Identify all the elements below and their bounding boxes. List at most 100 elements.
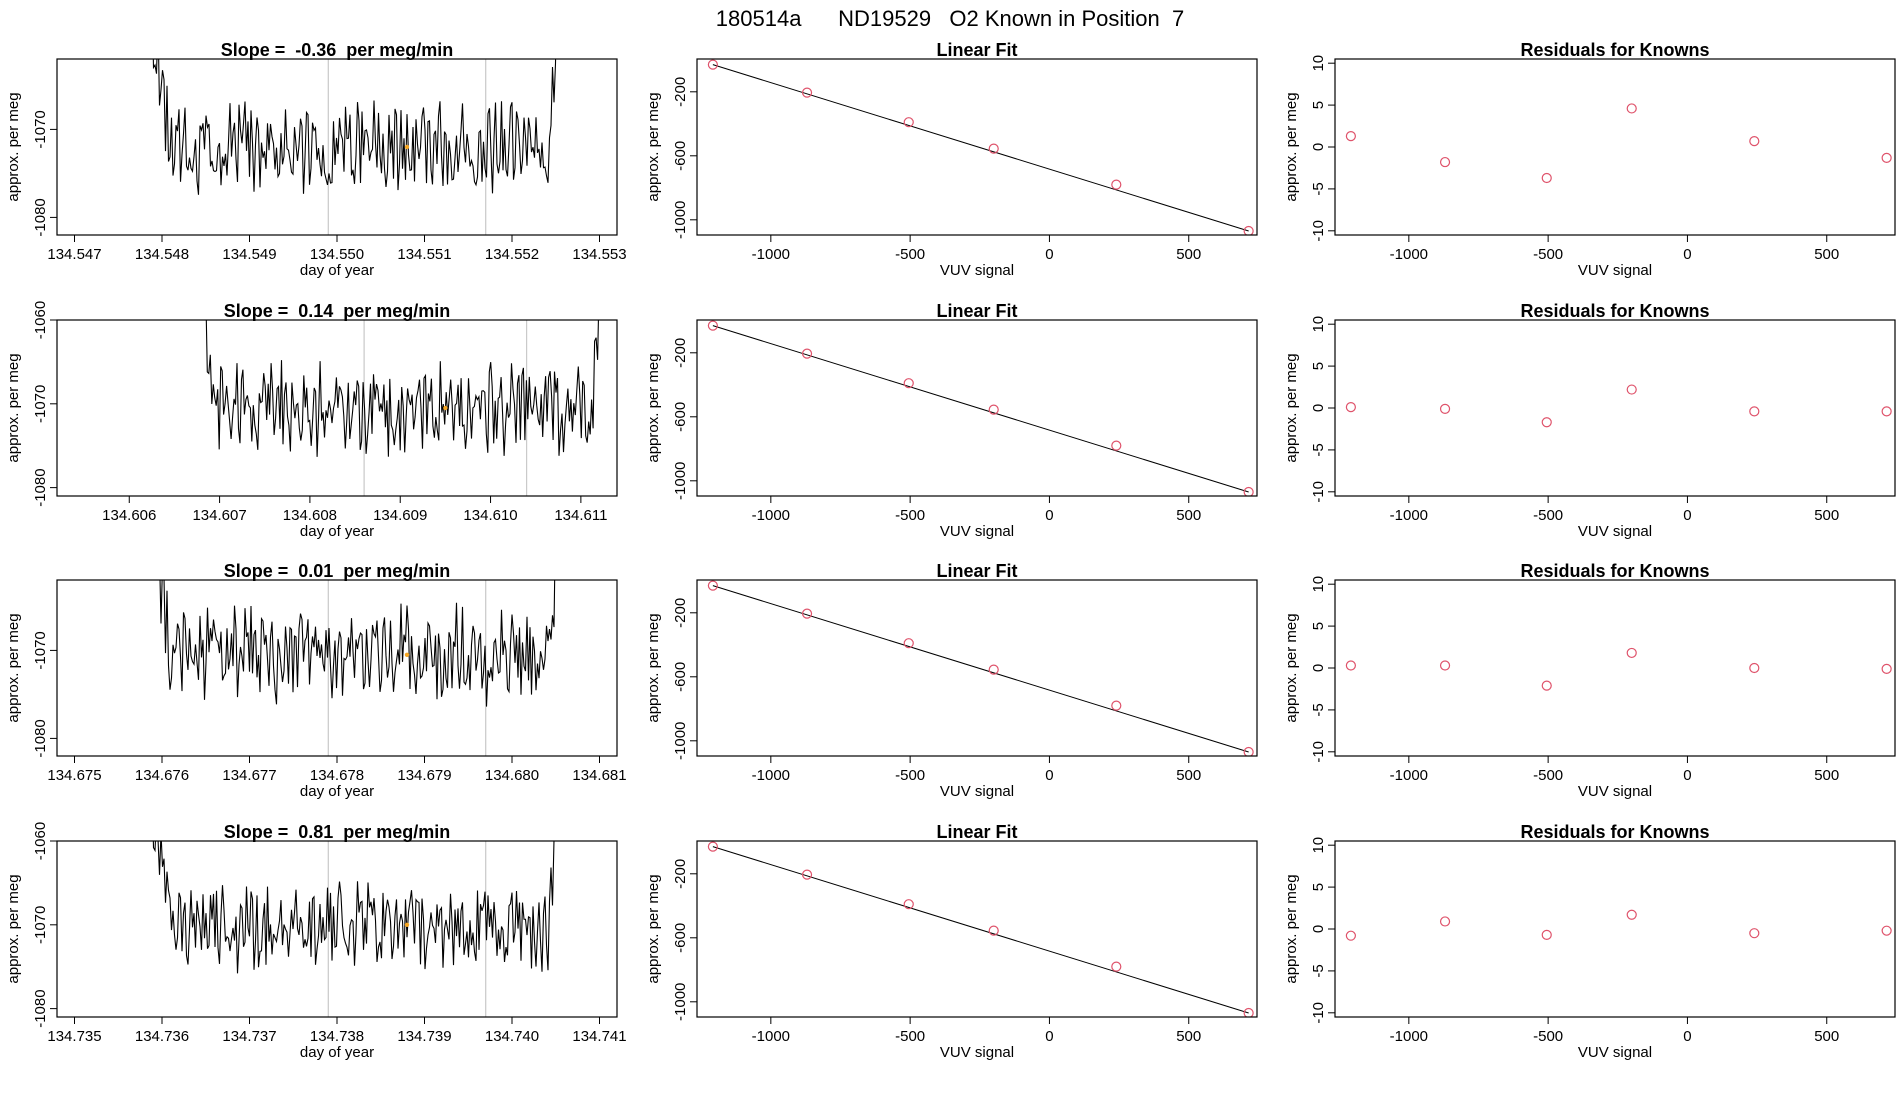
plot-content <box>707 841 1254 1017</box>
page-title: 180514a ND19529 O2 Known in Position 7 <box>716 6 1184 31</box>
data-point <box>1881 925 1892 936</box>
plot-content <box>707 580 1254 756</box>
plot-content <box>152 59 557 235</box>
highlight-point <box>443 405 448 411</box>
x-tick-label: 500 <box>1176 246 1201 263</box>
y-tick-label: 0 <box>1310 143 1327 151</box>
data-point <box>1541 417 1552 428</box>
plot-content <box>152 841 555 1017</box>
y-tick-label: -1070 <box>32 110 49 148</box>
data-point <box>903 638 914 649</box>
x-tick-label: 134.738 <box>310 1028 364 1045</box>
x-tick-label: 134.737 <box>222 1028 276 1045</box>
panel-title: Linear Fit <box>936 822 1017 842</box>
y-axis-label: approx. per meg <box>5 353 22 462</box>
x-tick-label: 0 <box>1683 767 1691 784</box>
y-tick-label: -5 <box>1310 703 1327 716</box>
data-point <box>1626 647 1637 659</box>
x-tick-label: 0 <box>1045 246 1053 263</box>
y-axis-label: approx. per meg <box>645 613 662 722</box>
data-point <box>1111 179 1122 190</box>
x-tick-label: 134.607 <box>192 507 246 524</box>
data-point <box>988 925 999 936</box>
plot-frame <box>56 579 618 757</box>
panel-title: Slope = 0.14 per meg/min <box>224 301 451 321</box>
x-tick-label: 134.608 <box>283 507 337 524</box>
x-tick-label: 0 <box>1683 1028 1691 1045</box>
plot-frame <box>1334 58 1896 236</box>
x-tick-label: -500 <box>1533 246 1563 263</box>
y-axis-label: approx. per meg <box>1283 874 1300 983</box>
y-tick-label: -1070 <box>32 906 49 944</box>
y-tick-label: 0 <box>1310 404 1327 412</box>
y-tick-label: -10 <box>1310 220 1327 242</box>
x-tick-label: 134.548 <box>135 246 189 263</box>
x-axis-label: VUV signal <box>940 523 1014 540</box>
y-axis-label: approx. per meg <box>645 353 662 462</box>
x-tick-label: 134.739 <box>397 1028 451 1045</box>
plot-content <box>1345 103 1892 184</box>
y-tick-label: -1080 <box>32 198 49 236</box>
y-axis-label: approx. per meg <box>645 92 662 201</box>
fit-line <box>712 585 1249 753</box>
x-tick-label: -500 <box>895 1028 925 1045</box>
x-tick-label: 500 <box>1814 507 1839 524</box>
plot-frame <box>696 58 1258 236</box>
x-tick-label: 134.677 <box>222 767 276 784</box>
data-point <box>707 59 718 70</box>
data-point <box>1541 680 1552 691</box>
panel-title: Linear Fit <box>936 40 1017 60</box>
data-point <box>1345 402 1356 413</box>
x-tick-label: 134.676 <box>135 767 189 784</box>
data-point <box>801 608 813 619</box>
x-axis-label: VUV signal <box>1578 783 1652 800</box>
x-tick-label: 134.609 <box>373 507 427 524</box>
panel-residuals-1: Residuals for Knowns -1000 -500 0 500 10 5 0 -5 -… <box>1283 40 1896 279</box>
panel-title: Residuals for Knowns <box>1520 561 1709 581</box>
panel-residuals-2: Residuals for Knowns -1000 -500 0 500 10 5 0 -5 -… <box>1283 301 1896 540</box>
x-axis-label: VUV signal <box>940 262 1014 279</box>
data-point <box>1111 961 1122 972</box>
y-tick-label: 5 <box>1310 622 1327 630</box>
x-tick-label: 0 <box>1683 507 1691 524</box>
x-tick-label: -500 <box>1533 507 1563 524</box>
highlight-point <box>404 652 410 657</box>
data-point <box>903 899 914 910</box>
x-tick-label: 134.681 <box>572 767 626 784</box>
y-tick-label: -200 <box>672 77 689 107</box>
x-tick-label: -500 <box>895 767 925 784</box>
y-tick-label: -1080 <box>32 989 49 1027</box>
data-point <box>988 404 999 415</box>
plot-content <box>707 59 1254 235</box>
x-tick-label: -1000 <box>752 507 790 524</box>
data-point <box>1749 136 1760 147</box>
x-tick-label: 134.552 <box>485 246 539 263</box>
x-tick-label: 0 <box>1045 507 1053 524</box>
panel-title: Residuals for Knowns <box>1520 822 1709 842</box>
x-axis-label: day of year <box>300 783 374 800</box>
x-tick-label: 134.679 <box>397 767 451 784</box>
x-tick-label: 134.550 <box>310 246 364 263</box>
x-tick-label: 134.611 <box>554 507 607 524</box>
plot-frame <box>1334 840 1896 1018</box>
panel-title: Slope = -0.36 per meg/min <box>221 40 454 60</box>
y-tick-label: -1060 <box>32 301 49 339</box>
plot-frame <box>56 319 618 497</box>
y-axis-label: approx. per meg <box>5 92 22 201</box>
panel-title: Linear Fit <box>936 561 1017 581</box>
data-point <box>1541 172 1552 184</box>
x-tick-label: 134.551 <box>397 246 451 263</box>
x-axis-label: VUV signal <box>940 1044 1014 1061</box>
x-tick-label: -1000 <box>752 767 790 784</box>
data-point <box>903 378 914 389</box>
x-axis-label: VUV signal <box>1578 523 1652 540</box>
y-axis-label: approx. per meg <box>1283 613 1300 722</box>
y-tick-label: 5 <box>1310 883 1327 891</box>
panel-time-series-3: Slope = 0.01 per meg/min 134.675 134.676 13… <box>5 561 627 800</box>
y-axis-label: approx. per meg <box>1283 92 1300 201</box>
x-tick-label: -500 <box>1533 1028 1563 1045</box>
data-point <box>1626 909 1637 920</box>
series-trace <box>205 320 599 457</box>
data-point <box>801 869 813 880</box>
